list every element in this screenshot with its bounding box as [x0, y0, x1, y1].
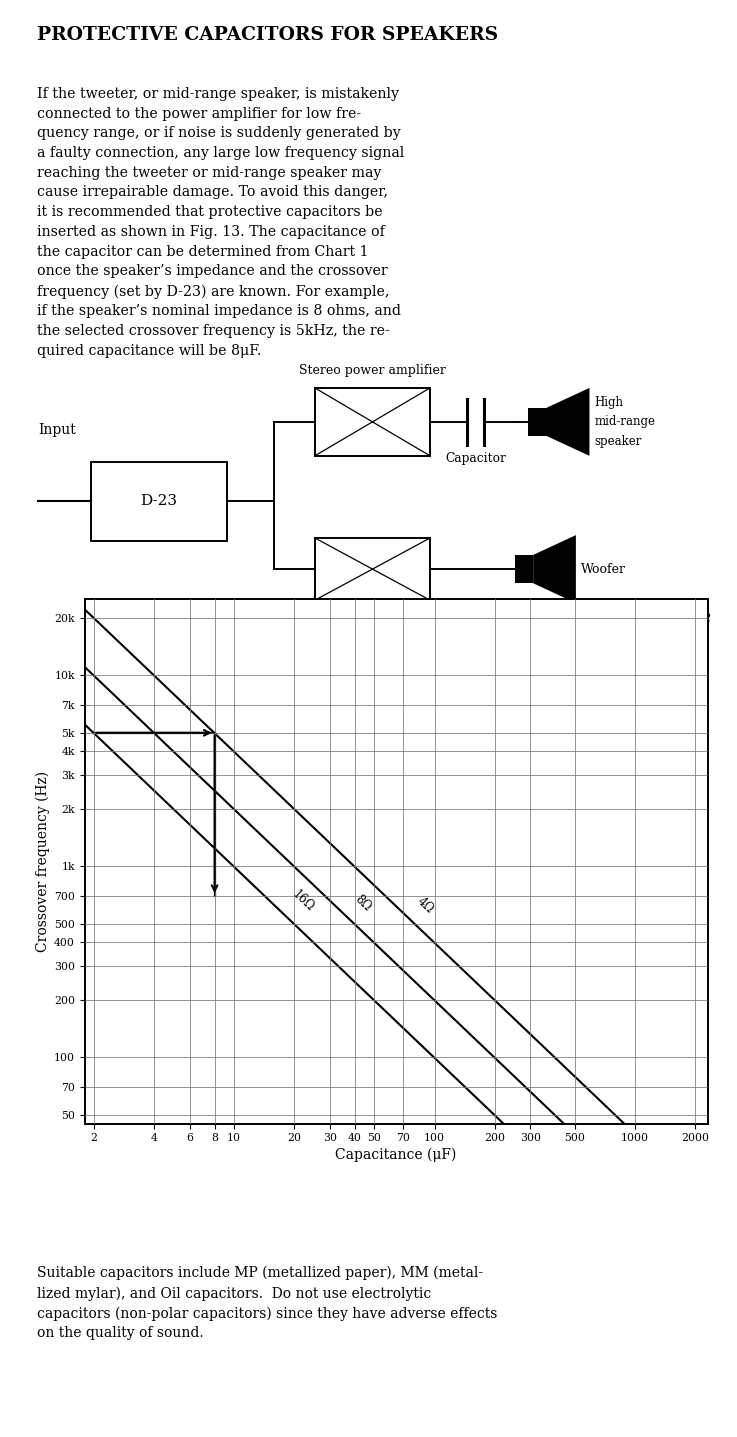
Bar: [91, 461, 227, 540]
Text: If the tweeter, or mid-range speaker, is mistakenly
connected to the power ampli: If the tweeter, or mid-range speaker, is…: [37, 86, 404, 358]
Text: speaker: speaker: [594, 435, 642, 448]
Text: D-23: D-23: [140, 494, 178, 509]
Text: Suitable capacitors include MP (metallized paper), MM (metal-
lized mylar), and : Suitable capacitors include MP (metalliz…: [37, 1266, 497, 1341]
Bar: [315, 388, 430, 456]
Y-axis label: Crossover frequency (Hz): Crossover frequency (Hz): [35, 770, 50, 953]
Polygon shape: [528, 408, 547, 435]
Text: PROTECTIVE CAPACITORS FOR SPEAKERS: PROTECTIVE CAPACITORS FOR SPEAKERS: [37, 26, 498, 45]
Text: Stereo power amplifier: Stereo power amplifier: [299, 365, 446, 378]
Text: 4Ω: 4Ω: [415, 894, 436, 915]
Polygon shape: [533, 535, 576, 604]
Text: High: High: [594, 395, 624, 408]
Polygon shape: [515, 555, 533, 583]
Text: 16Ω: 16Ω: [289, 888, 316, 914]
Text: Capacitor: Capacitor: [445, 453, 506, 466]
Text: Chart 1: Chart 1: [635, 647, 705, 665]
X-axis label: Capacitance (μF): Capacitance (μF): [335, 1148, 457, 1163]
Text: Woofer: Woofer: [581, 563, 626, 576]
Bar: [315, 537, 430, 601]
Text: mid-range: mid-range: [594, 415, 655, 428]
Polygon shape: [547, 388, 590, 456]
Text: Input: Input: [38, 424, 76, 437]
Text: 8Ω: 8Ω: [352, 892, 374, 914]
Text: Fig. 13: Fig. 13: [652, 612, 711, 628]
